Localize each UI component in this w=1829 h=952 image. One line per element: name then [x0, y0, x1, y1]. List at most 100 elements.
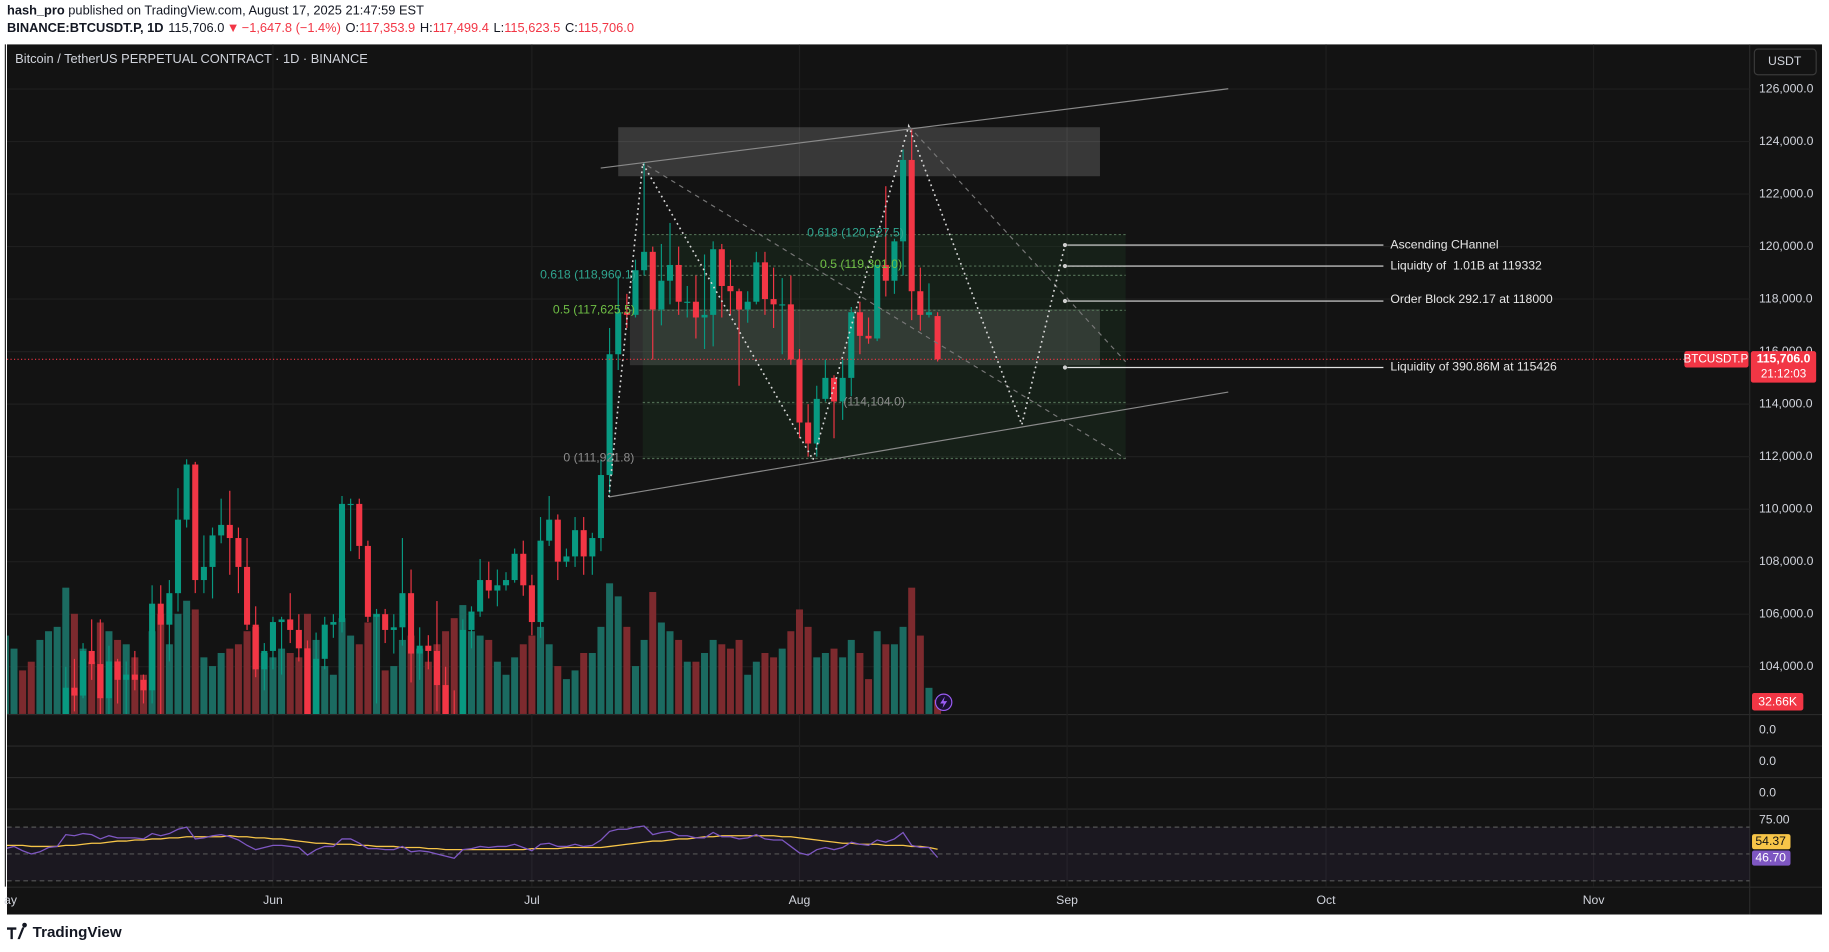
volume-bar [735, 639, 743, 714]
candle-body [356, 503, 363, 546]
candle-body [313, 658, 320, 714]
volume-bar [321, 666, 329, 714]
candle-body [468, 611, 475, 630]
ohlc-value: 117,353.9 [359, 21, 415, 36]
volume-bar [269, 657, 277, 714]
candle-body [632, 270, 639, 315]
volume-bar [364, 622, 372, 714]
volume-bar [45, 631, 53, 714]
volume-bar [493, 661, 501, 714]
ohlc-value: 117,499.4 [433, 21, 489, 36]
candle-body [149, 603, 156, 691]
volume-bar [502, 674, 510, 714]
candle-body [606, 354, 613, 476]
candle-body [787, 304, 794, 360]
candle-body [900, 159, 907, 242]
candle-body [736, 291, 743, 310]
candle-body [692, 301, 699, 318]
ohlc-value: 115,623.5 [504, 21, 560, 36]
ohlc-key: C: [565, 21, 578, 36]
x-tick-label: Jun [263, 893, 283, 907]
candle-body [554, 519, 561, 562]
candle-body [97, 664, 104, 699]
candle-body [891, 241, 898, 281]
volume-bar [770, 657, 778, 714]
candle-body [373, 614, 380, 617]
candle-body [338, 503, 346, 623]
volume-bar [191, 609, 199, 714]
arrow: ▼ [227, 21, 240, 36]
volume-bar [839, 657, 847, 714]
candle-body [770, 299, 777, 305]
volume-tag-text: 32.66K [1758, 695, 1798, 709]
candle-body [856, 312, 863, 336]
rsi-ma-tag [1752, 834, 1791, 850]
candle-body [304, 648, 311, 714]
candle-body [166, 593, 173, 625]
chart-title: Bitcoin / TetherUS PERPETUAL CONTRACT · … [15, 51, 368, 66]
volume-bar [10, 648, 18, 714]
candle-body [157, 603, 164, 625]
candle-body [408, 593, 415, 654]
candle-body [209, 535, 216, 567]
rsi-tick-label: 75.00 [1759, 812, 1790, 826]
x-tick-label: Sep [1056, 893, 1078, 907]
tv-logo [6, 922, 27, 940]
volume-bar [778, 648, 786, 714]
volume-bar [908, 587, 916, 714]
rsi-tag-text: 46.70 [1755, 850, 1786, 864]
volume-bar [200, 657, 208, 714]
alert-bolt [940, 696, 948, 709]
candle-body [390, 627, 397, 630]
axis-overlays: 104,000.0 106,000.0 108,000.0 110,000.0 112,… [4, 81, 1817, 907]
order-block-zone [629, 309, 1100, 366]
currency-button[interactable] [1753, 48, 1817, 76]
candle-body [174, 519, 182, 594]
ohlc-key: H: [420, 21, 433, 36]
candle-body [796, 359, 803, 423]
volume-bar [709, 639, 717, 714]
y-tick-label: 104,000.0 [1759, 659, 1814, 673]
published: published on TradingView.com, August 17,… [65, 3, 424, 18]
annotation-points [1062, 242, 1068, 370]
candle-body [908, 159, 915, 292]
change: −1,647.8 (−1.4%) [242, 21, 341, 36]
candle-body [200, 566, 207, 581]
footer-brand: TradingView [33, 924, 122, 941]
volume-bar [243, 631, 251, 714]
candle-body [649, 251, 656, 310]
candle-body [502, 580, 510, 586]
footer-bg [0, 914, 1829, 952]
candle-body [459, 629, 466, 714]
y-tick-label: 106,000.0 [1759, 606, 1814, 620]
fib-label: 0.618 (118,960.1) [540, 268, 636, 282]
candle-body [218, 524, 225, 536]
volume-bar [795, 609, 803, 714]
volume-bar [183, 600, 191, 714]
volume-bar [19, 670, 27, 714]
volume-bar [424, 661, 432, 714]
candle-body [546, 519, 553, 541]
volume-bar [761, 652, 769, 714]
volume-bar [718, 644, 726, 714]
volume-bar [588, 652, 596, 714]
volume-bar [580, 652, 588, 714]
volume-bar [511, 657, 519, 714]
candle-body [684, 301, 691, 303]
candle-body [848, 312, 855, 378]
candle-body [874, 264, 881, 339]
candle-body [822, 377, 829, 399]
volume-bar [657, 622, 665, 714]
candle-body [925, 312, 932, 315]
volume-bar [899, 626, 907, 714]
volume-bar [347, 635, 355, 714]
currency[interactable]: USDT [1768, 54, 1802, 68]
annotation: Ascending CHannel [1390, 237, 1498, 251]
last: 115,706.0 [168, 21, 224, 36]
volume-bar [752, 661, 760, 714]
candle-body [537, 540, 544, 623]
candle-body [666, 264, 674, 281]
volume-bar [787, 631, 795, 714]
candle-body [364, 545, 371, 617]
